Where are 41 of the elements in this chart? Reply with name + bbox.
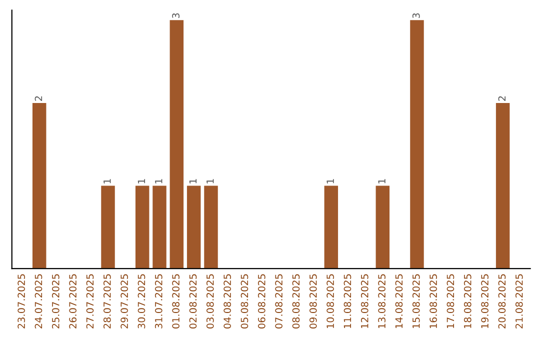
x-tick-label: 20.08.2025: [498, 274, 506, 328]
x-tick-label: 02.08.2025: [189, 274, 197, 328]
data-label: 1: [378, 179, 386, 184]
data-label: 1: [138, 179, 146, 184]
x-tick-label: 07.08.2025: [275, 274, 282, 328]
data-label: 3: [412, 13, 420, 18]
x-tick-label: 09.08.2025: [309, 274, 317, 328]
data-label: 1: [155, 179, 162, 184]
x-tick-label: 26.07.2025: [69, 274, 76, 328]
x-tick-label: 31.07.2025: [154, 274, 162, 328]
x-tick-label: 19.08.2025: [481, 274, 488, 328]
x-tick-label: 11.08.2025: [344, 274, 352, 328]
x-tick-label: 30.07.2025: [138, 274, 146, 328]
x-tick-label: 21.08.2025: [515, 274, 523, 328]
x-tick-label: 04.08.2025: [224, 274, 231, 328]
x-tick-label: 13.08.2025: [378, 274, 386, 328]
x-tick-label: 24.07.2025: [34, 274, 42, 328]
x-tick-label: 23.07.2025: [18, 274, 25, 328]
data-label: 1: [326, 179, 334, 184]
data-label: 3: [172, 13, 180, 18]
data-label: 1: [189, 179, 197, 184]
data-label: 1: [206, 179, 214, 184]
x-tick-label: 12.08.2025: [360, 274, 368, 328]
x-tick-label: 27.07.2025: [86, 274, 94, 328]
x-tick-label: 15.08.2025: [412, 274, 420, 328]
x-tick-label: 28.07.2025: [103, 274, 111, 328]
x-tick-label: 08.08.2025: [292, 274, 300, 328]
x-tick-label: 17.08.2025: [446, 274, 454, 328]
x-tick-label: 10.08.2025: [326, 274, 334, 328]
x-tick-label: 16.08.2025: [430, 274, 437, 328]
x-tick-label: 03.08.2025: [206, 274, 214, 328]
x-tick-label: 25.07.2025: [52, 274, 60, 328]
data-label: 2: [498, 96, 506, 101]
x-tick-label: 18.08.2025: [464, 274, 472, 328]
x-tick-label: 05.08.2025: [240, 274, 248, 328]
data-label: 1: [104, 179, 111, 184]
x-tick-label: 01.08.2025: [172, 274, 180, 328]
data-label: 2: [34, 96, 42, 101]
x-tick-label: 29.07.2025: [120, 274, 128, 328]
x-tick-label: 14.08.2025: [395, 274, 403, 328]
x-tick-label: 06.08.2025: [258, 274, 266, 328]
